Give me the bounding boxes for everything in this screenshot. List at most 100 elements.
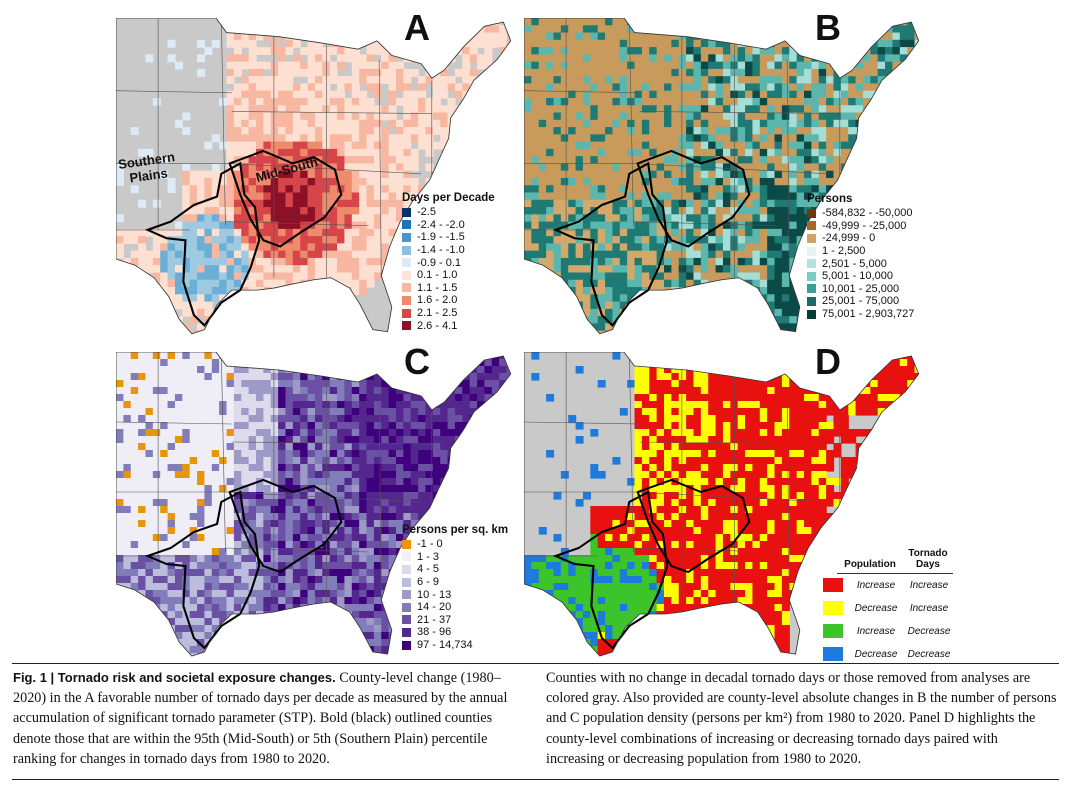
- county-cell: [796, 308, 805, 317]
- county-cell: [219, 422, 228, 430]
- county-cell: [381, 18, 390, 26]
- county-cell: [256, 68, 264, 77]
- county-cell: [388, 221, 397, 230]
- county-cell: [885, 148, 894, 157]
- county-cell: [211, 221, 220, 230]
- county-cell: [278, 265, 287, 274]
- county-cell: [454, 359, 463, 367]
- county-cell: [256, 450, 264, 458]
- county-cell: [752, 207, 761, 215]
- county-cell: [307, 47, 316, 55]
- legend-swatch: [807, 221, 816, 231]
- county-cell: [314, 257, 323, 266]
- county-cell: [211, 163, 220, 172]
- county-cell: [514, 387, 516, 395]
- county-cell: [818, 156, 827, 165]
- county-cell: [403, 134, 412, 143]
- county-cell: [204, 257, 213, 266]
- county-cell: [752, 68, 761, 77]
- county-cell: [292, 170, 301, 179]
- county-cell: [499, 163, 508, 172]
- county-cell: [292, 450, 301, 458]
- county-cell: [848, 338, 856, 340]
- county-cell: [922, 287, 924, 295]
- county-cell: [664, 272, 672, 281]
- county-cell: [307, 436, 316, 444]
- county-cell: [641, 119, 650, 128]
- county-cell: [759, 323, 768, 332]
- county-cell: [351, 185, 360, 194]
- county-cell: [373, 192, 382, 201]
- county-cell: [307, 61, 316, 70]
- county-cell: [499, 25, 508, 34]
- county-cell: [160, 408, 169, 416]
- county-cell: [440, 387, 449, 395]
- county-cell: [440, 119, 449, 128]
- county-cell: [885, 330, 894, 334]
- county-cell: [546, 257, 555, 266]
- county-cell: [774, 83, 783, 92]
- county-cell: [248, 47, 257, 55]
- county-cell: [204, 185, 213, 194]
- county-cell: [781, 54, 790, 63]
- county-cell: [693, 272, 702, 281]
- county-cell: [278, 199, 287, 208]
- county-cell: [789, 308, 798, 317]
- county-cell: [211, 228, 220, 237]
- county-cell: [582, 141, 591, 150]
- county-cell: [914, 90, 919, 99]
- county-cell: [211, 243, 220, 252]
- county-cell: [671, 141, 680, 150]
- county-cell: [278, 170, 287, 179]
- county-cell: [568, 265, 577, 274]
- county-cell: [211, 387, 220, 395]
- county-cell: [664, 97, 672, 106]
- county-cell: [715, 163, 724, 172]
- county-cell: [597, 192, 606, 201]
- panel-c: [116, 352, 516, 662]
- county-cell: [590, 192, 599, 201]
- county-cell: [649, 163, 658, 172]
- county-cell: [440, 436, 449, 444]
- county-cell: [737, 243, 746, 252]
- county-cell: [531, 192, 540, 201]
- county-cell: [248, 177, 257, 186]
- county-cell: [612, 272, 621, 281]
- county-cell: [182, 415, 191, 423]
- county-cell: [752, 163, 761, 172]
- county-cell: [477, 177, 486, 186]
- county-cell: [219, 330, 228, 334]
- county-cell: [877, 119, 886, 128]
- county-cell: [491, 380, 500, 388]
- legend-swatch: [402, 283, 411, 293]
- county-cell: [211, 408, 220, 416]
- county-cell: [425, 54, 434, 63]
- county-cell: [737, 221, 746, 230]
- county-cell: [396, 119, 405, 128]
- county-cell: [381, 127, 390, 135]
- county-cell: [833, 105, 842, 114]
- county-cell: [219, 359, 228, 367]
- county-cell: [351, 76, 360, 85]
- county-cell: [811, 330, 820, 334]
- county-cell: [469, 387, 478, 395]
- county-cell: [605, 156, 614, 165]
- county-cell: [627, 287, 636, 295]
- county-cell: [440, 54, 449, 63]
- county-cell: [531, 170, 540, 179]
- county-cell: [561, 338, 569, 340]
- county-cell: [351, 207, 360, 215]
- county-cell: [145, 54, 154, 63]
- county-cell: [708, 61, 717, 70]
- county-cell: [366, 250, 375, 259]
- county-cell: [292, 127, 301, 135]
- county-cell: [182, 221, 191, 230]
- county-cell: [870, 119, 879, 128]
- county-cell: [197, 243, 206, 252]
- county-cell: [233, 387, 242, 395]
- county-cell: [329, 373, 338, 381]
- county-cell: [641, 54, 650, 63]
- county-cell: [314, 141, 323, 150]
- county-cell: [292, 39, 301, 48]
- county-cell: [767, 214, 776, 223]
